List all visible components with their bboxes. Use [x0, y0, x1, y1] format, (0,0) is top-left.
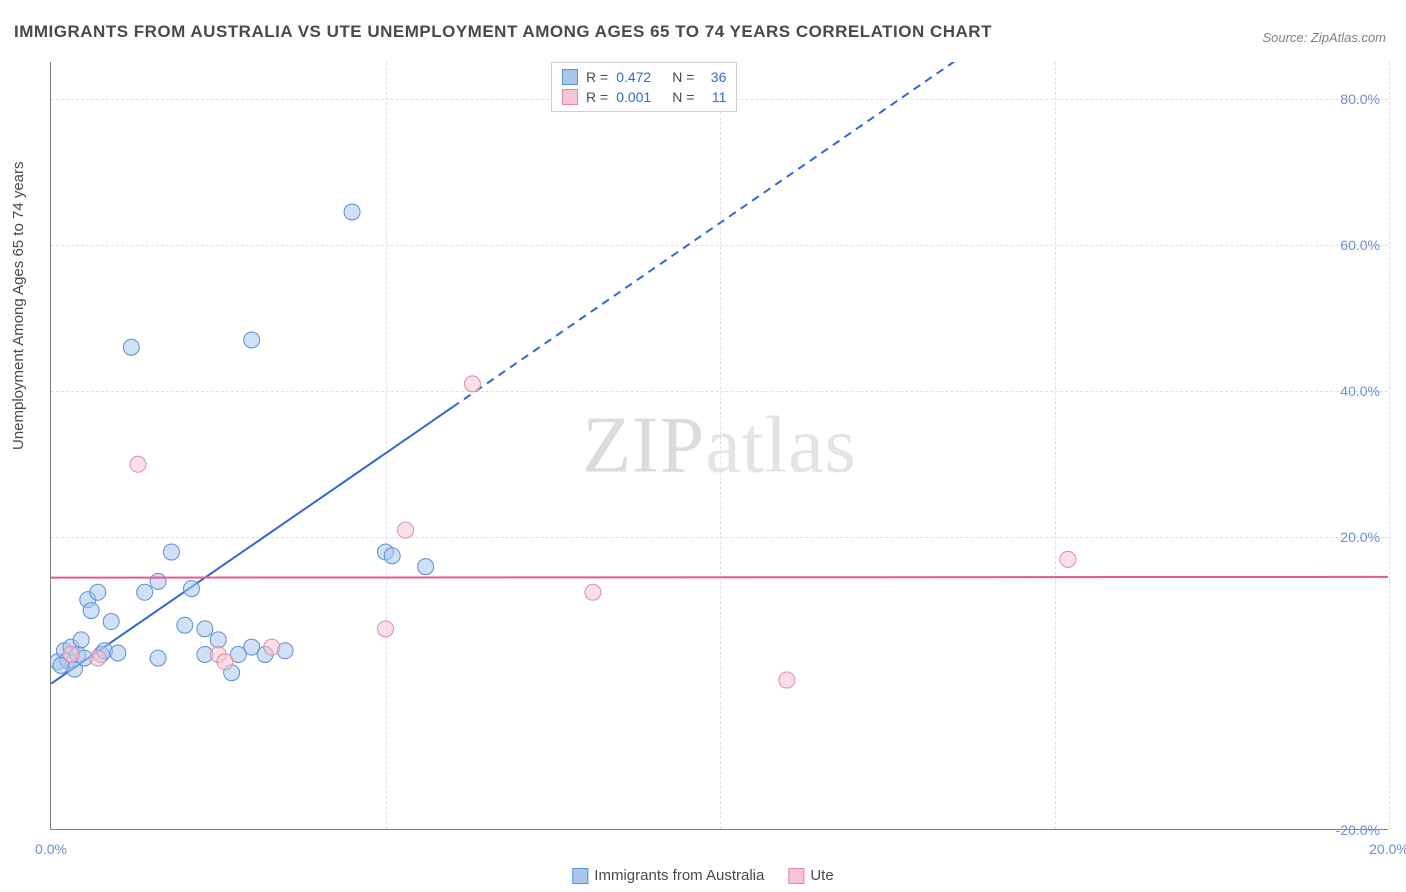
legend-r-label: R =	[586, 69, 608, 85]
plot-svg	[51, 62, 1388, 829]
legend-correlation-row: R = 0.472 N = 36	[562, 67, 726, 87]
legend-swatch	[572, 868, 588, 884]
legend-r-value: 0.001	[616, 89, 664, 105]
legend-n-label: N =	[672, 69, 694, 85]
legend-series-label: Ute	[810, 867, 833, 884]
x-tick-label: 20.0%	[1369, 841, 1406, 857]
legend-series-item: Immigrants from Australia	[572, 867, 764, 884]
legend-r-label: R =	[586, 89, 608, 105]
x-tick-label: 0.0%	[35, 841, 67, 857]
legend-swatch	[788, 868, 804, 884]
chart-title: IMMIGRANTS FROM AUSTRALIA VS UTE UNEMPLO…	[14, 22, 992, 42]
gridline-v	[1389, 62, 1390, 829]
legend-swatch	[562, 69, 578, 85]
legend-series-label: Immigrants from Australia	[594, 867, 764, 884]
legend-n-value: 11	[702, 89, 726, 105]
legend-correlation-row: R = 0.001 N = 11	[562, 87, 726, 107]
legend-swatch	[562, 89, 578, 105]
plot-area: ZIPatlas R =0.472N =36R =0.001N =11 -20.…	[50, 62, 1388, 830]
legend-correlation: R = 0.472 N = 36 R = 0.001 N = 11	[551, 62, 737, 112]
source-attribution: Source: ZipAtlas.com	[1262, 30, 1386, 45]
y-axis-label: Unemployment Among Ages 65 to 74 years	[10, 161, 27, 450]
legend-series-item: Ute	[788, 867, 833, 884]
legend-n-label: N =	[672, 89, 694, 105]
legend-r-value: 0.472	[616, 69, 664, 85]
legend-series: Immigrants from Australia Ute	[572, 867, 833, 884]
legend-n-value: 36	[702, 69, 726, 85]
